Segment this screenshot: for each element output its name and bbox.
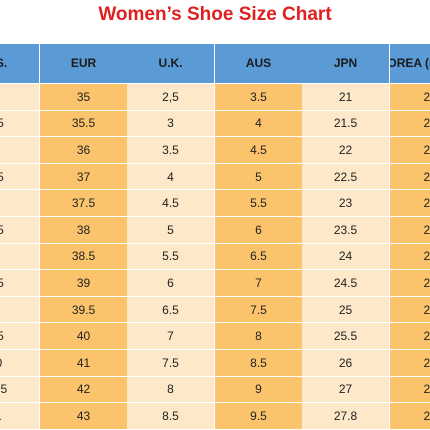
table-cell: 260 <box>390 296 430 324</box>
table-cell: 7.5 <box>215 296 303 324</box>
table-cell: 7.5 <box>0 217 40 244</box>
header-cell: U.K. <box>127 44 215 84</box>
table-cell: 37 <box>40 163 128 191</box>
table-cell: 8.5 <box>215 350 303 377</box>
table-cell: 5 <box>127 217 215 244</box>
table-cell: 22.5 <box>302 163 390 191</box>
table-cell: 21.5 <box>302 110 390 138</box>
header-cell: U.S. <box>0 44 40 84</box>
table-cell: 5 <box>0 84 40 111</box>
table-cell: 5.5 <box>127 243 215 271</box>
table-cell: 8 <box>127 376 215 404</box>
table-cell: 39.5 <box>40 296 128 324</box>
table-cell: 37.5 <box>40 190 128 217</box>
table-cell: 24 <box>302 243 390 271</box>
table-cell: 9.5 <box>0 323 40 350</box>
table-cell: 11 <box>0 403 40 430</box>
table-cell: 41 <box>40 350 128 377</box>
table-cell: 6.5 <box>215 243 303 271</box>
table-cell: 5.5 <box>0 110 40 138</box>
table-cell: 230 <box>390 137 430 164</box>
table-cell: 3.5 <box>127 137 215 164</box>
table-cell: 23 <box>302 190 390 217</box>
table-cell: 255 <box>390 270 430 297</box>
table-cell: 8 <box>215 323 303 350</box>
table-cell: 2,5 <box>127 84 215 111</box>
table-cell: 10 <box>0 350 40 377</box>
header-cell: KOREA (mm) <box>390 44 430 84</box>
title: Women’s Shoe Size Chart <box>98 4 332 25</box>
table-cell: 8.5 <box>127 403 215 430</box>
table-cell: 36 <box>40 137 128 164</box>
table-cell: 40 <box>40 323 128 350</box>
table-cell: 23.5 <box>302 217 390 244</box>
table-cell: 38 <box>40 217 128 244</box>
table-cell: 6 <box>215 217 303 244</box>
table-cell: 265 <box>390 323 430 350</box>
table-cell: 21 <box>302 84 390 111</box>
header-cell: JPN <box>302 44 390 84</box>
table-cell: 6.5 <box>0 163 40 191</box>
table-cell: 6 <box>0 137 40 164</box>
table-cell: 35 <box>40 84 128 111</box>
table-cell: 7 <box>0 190 40 217</box>
table-cell: 5.5 <box>215 190 303 217</box>
table-cell: 24.5 <box>302 270 390 297</box>
table-cell: 220 <box>390 84 430 111</box>
table-cell: 5 <box>215 163 303 191</box>
table-cell: 4.5 <box>127 190 215 217</box>
table-cell: 7.5 <box>127 350 215 377</box>
table-cell: 27 <box>302 376 390 404</box>
table-cell: 3 <box>127 110 215 138</box>
table-cell: 4 <box>127 163 215 191</box>
table-cell: 9 <box>215 376 303 404</box>
table-cell: 7 <box>215 270 303 297</box>
table-cell: 3.5 <box>215 84 303 111</box>
table-cell: 43 <box>40 403 128 430</box>
table-cell: 225 <box>390 110 430 138</box>
table-cell: 26 <box>302 350 390 377</box>
table-cell: 275 <box>390 376 430 404</box>
table-cell: 240 <box>390 190 430 217</box>
table-cell: 235 <box>390 163 430 191</box>
table-cell: 35.5 <box>40 110 128 138</box>
table-cell: 8 <box>0 243 40 271</box>
table-cell: 270 <box>390 350 430 377</box>
header-cell: EUR <box>40 44 128 84</box>
table-cell: 25.5 <box>302 323 390 350</box>
table-cell: 42 <box>40 376 128 404</box>
table-cell: 280 <box>390 403 430 430</box>
table-cell: 9 <box>0 296 40 324</box>
table-cell: 4 <box>215 110 303 138</box>
table-cell: 9.5 <box>215 403 303 430</box>
table-cell: 6.5 <box>127 296 215 324</box>
table-cell: 8.5 <box>0 270 40 297</box>
table-cell: 250 <box>390 243 430 271</box>
table-cell: 6 <box>127 270 215 297</box>
table-cell: 245 <box>390 217 430 244</box>
table-cell: 10.5 <box>0 376 40 404</box>
table-cell: 27.8 <box>302 403 390 430</box>
table-cell: 38.5 <box>40 243 128 271</box>
table-cell: 7 <box>127 323 215 350</box>
table-cell: 25 <box>302 296 390 324</box>
table-cell: 22 <box>302 137 390 164</box>
table-cell: 4.5 <box>215 137 303 164</box>
header-cell: AUS <box>215 44 303 84</box>
table-cell: 39 <box>40 270 128 297</box>
